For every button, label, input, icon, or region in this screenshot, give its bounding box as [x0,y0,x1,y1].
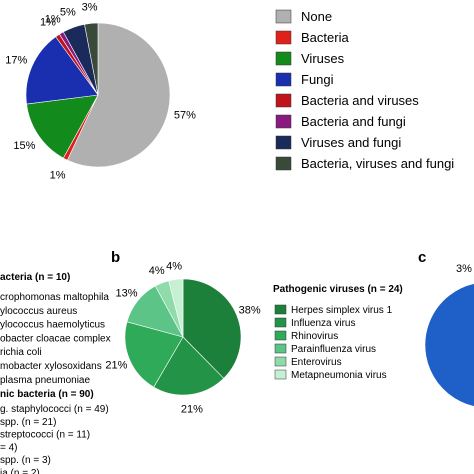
list-header-1: acteria (n = 10) [0,272,70,283]
pie-a-slice-0 [66,22,171,168]
legend-b-swatch-1 [274,317,287,328]
legend-a-swatch-3 [275,72,292,87]
pie-c-label-0: 3% [456,263,472,275]
list-item-2-0: g. staphylococci (n = 49) [0,404,109,415]
legend-a: None Bacteria Viruses Fungi Bacteria and vir… [275,9,454,171]
legend-a-swatch-1 [275,30,292,45]
list-item-2-1: spp. (n = 21) [0,417,56,428]
pie-a-label-5: 1% [45,13,61,25]
pie-a-label-0: 57% [174,109,196,121]
list-item-1-2: ylococcus haemolyticus [0,320,105,331]
pie-a-label-4: 1% [40,16,56,28]
pie-b-slice-0 [182,278,242,379]
legend-a-swatch-7 [275,156,292,171]
legend-a-label-7: Bacteria, viruses and fungi [301,156,454,171]
list-item-1-4: richia coli [0,347,42,358]
list-item-1-6: plasma pneumoniae [0,375,90,386]
pie-a-slice-2 [26,94,99,159]
pie-a-label-6: 5% [60,6,76,18]
legend-b-label-3: Parainfluenza virus [291,344,376,355]
pie-chart-a: 57%1%15%17%1%1%5% 3% [5,1,196,181]
bacteria-list: acteria (n = 10) crophomonas maltophila yl… [0,272,111,474]
legend-b-label-1: Influenza virus [291,318,355,329]
list-item-2-2: streptococci (n = 11) [0,430,90,441]
pie-b-label-2: 21% [105,359,127,371]
pie-b-slice-2 [124,321,184,388]
legend-b-label-0: Herpes simplex virus 1 [291,305,393,316]
pie-b-slice-5 [168,278,184,338]
legend-b-label-4: Enterovirus [291,357,342,368]
list-item-1-1: ylococcus aureus [0,306,77,317]
list-item-2-4: spp. (n = 3) [0,455,51,466]
list-header-2: nic bacteria (n = 90) [0,389,94,400]
pie-a-label-1: 1% [50,169,66,181]
legend-a-swatch-0 [275,9,292,24]
legend-b-swatch-3 [274,343,287,354]
pie-chart-b: 38% 21% 21% 13% 4% 4% [105,261,260,416]
panel-label-c: c [418,249,426,266]
pie-b-label-4: 4% [149,265,165,277]
pie-a-slice-3 [25,36,99,105]
legend-a-label-6: Viruses and fungi [301,135,401,150]
pie-a-slice-7 [84,22,99,96]
legend-b-swatch-4 [274,356,287,367]
legend-b: Herpes simplex virus 1 Influenza virus Rhi… [274,304,393,381]
legend-a-label-5: Bacteria and fungi [301,114,406,129]
legend-a-label-4: Bacteria and viruses [301,93,419,108]
pie-b-label-5: 4% [166,261,182,273]
legend-a-label-2: Viruses [301,51,345,66]
legend-a-swatch-6 [275,135,292,150]
legend-a-label-3: Fungi [301,72,334,87]
legend-b-swatch-2 [274,330,287,341]
panel-label-b: b [111,249,120,266]
pie-chart-c: 3% [424,263,474,407]
pie-c-slice-main [424,283,474,407]
legend-a-swatch-4 [275,93,292,108]
list-item-2-3: = 4) [0,442,18,453]
pie-b-label-1: 21% [181,403,203,415]
list-item-1-3: obacter cloacae complex [0,333,111,344]
legend-b-swatch-0 [274,304,287,315]
legend-b-label-2: Rhinovirus [291,331,338,342]
list-item-1-5: mobacter xylosoxidans [0,361,102,372]
legend-a-swatch-2 [275,51,292,66]
legend-a-label-0: None [301,9,332,24]
pie-a-label-2: 15% [13,140,35,152]
list-item-1-0: crophomonas maltophila [0,292,109,303]
legend-a-swatch-5 [275,114,292,129]
pie-a-label-3: 17% [5,55,27,67]
legend-title-b: Pathogenic viruses (n = 24) [273,284,403,295]
list-item-2-5: ia (n = 2) [0,468,40,474]
legend-b-swatch-5 [274,369,287,380]
pie-b-label-3: 13% [115,287,137,299]
pie-b-label-0: 38% [239,305,261,317]
legend-a-label-1: Bacteria [301,30,349,45]
pie-b-slice-1 [153,336,225,396]
pie-a-label-7: 3% [82,1,98,13]
legend-b-label-5: Metapneumonia virus [291,370,387,381]
